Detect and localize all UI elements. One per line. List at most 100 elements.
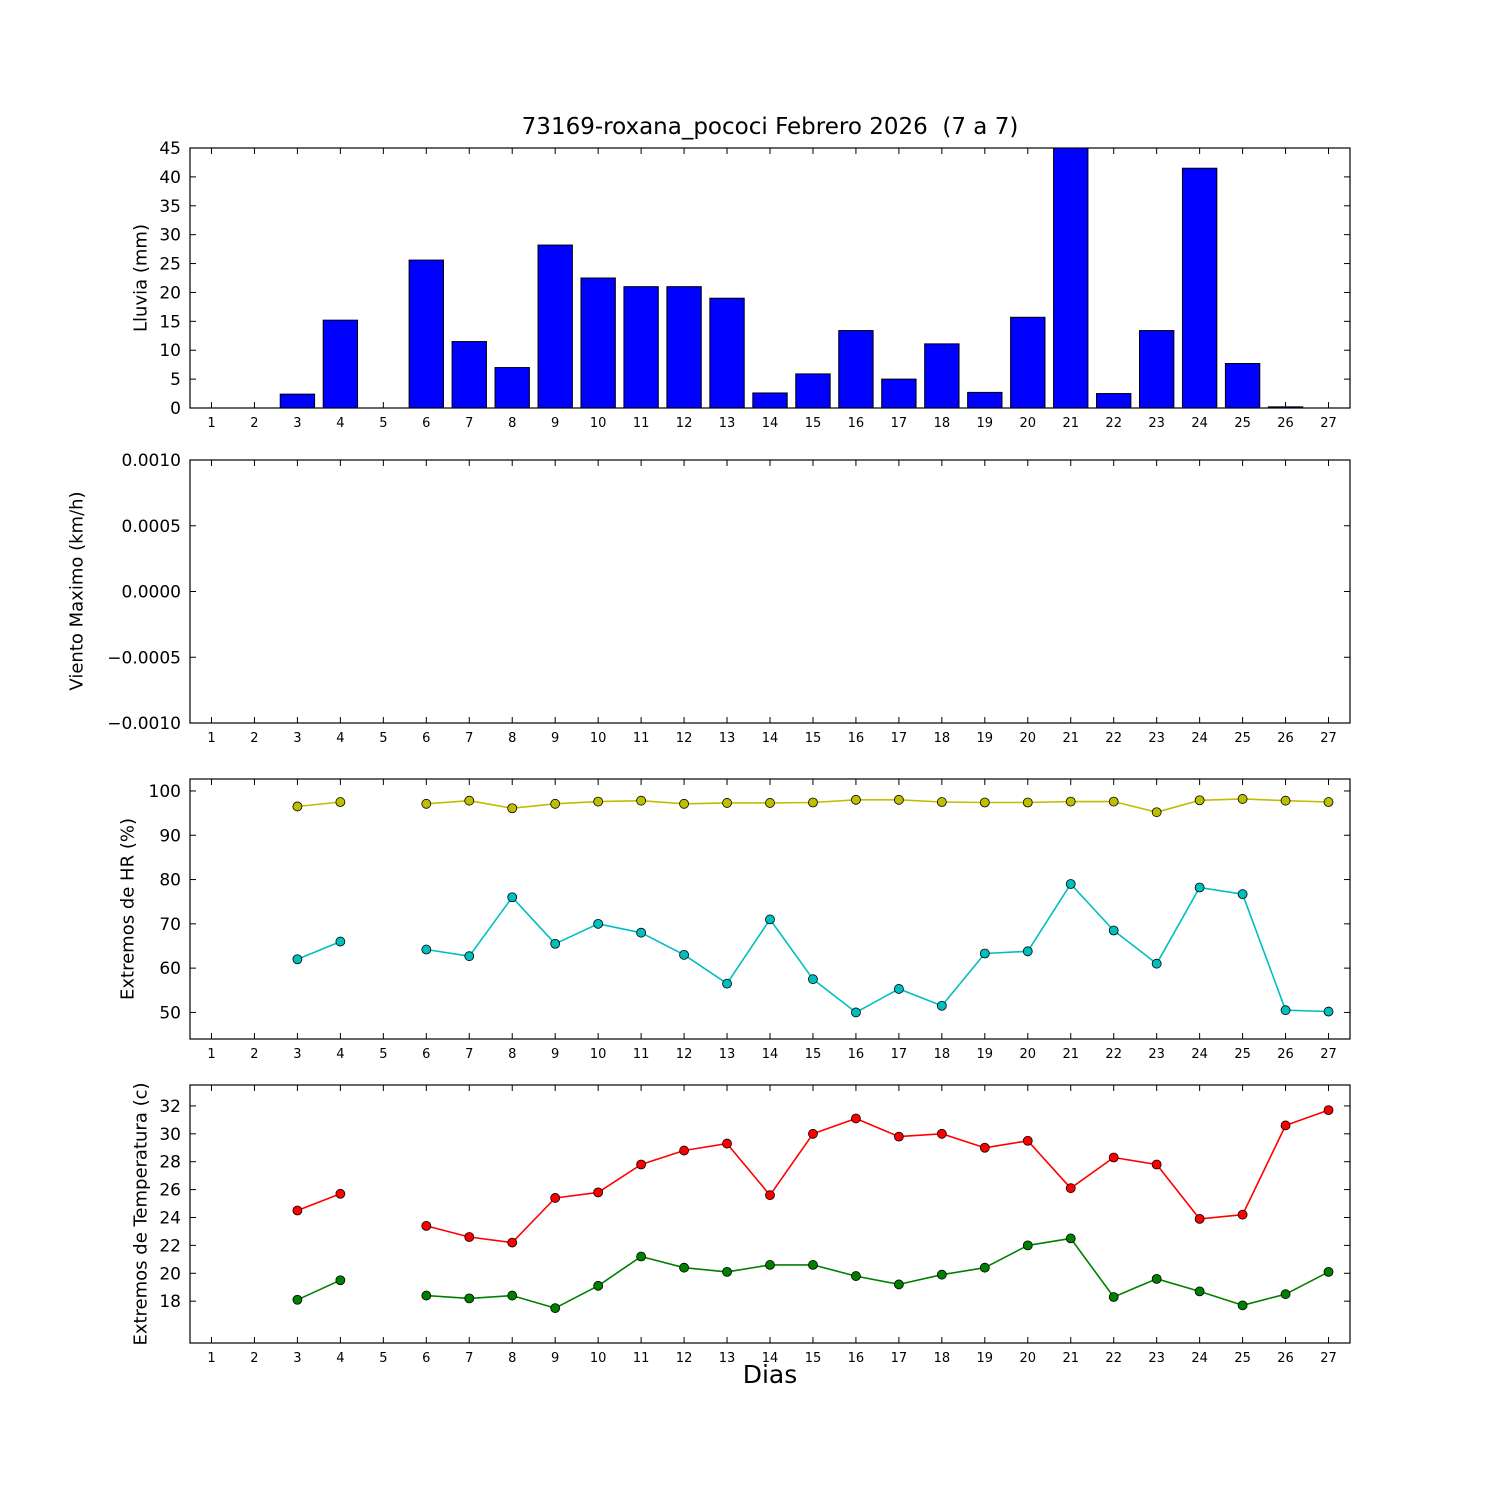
x-tick-label: 2 [250,1047,258,1062]
y-tick-label: 10 [159,341,181,361]
x-tick-label: 5 [379,1047,387,1062]
x-tick-label: 5 [379,416,387,431]
x-tick-label: 22 [1105,1351,1122,1366]
series-marker-temp-max [979,1142,990,1153]
x-axis-label: Dias [742,1360,798,1389]
x-tick-label: 23 [1148,1047,1165,1062]
series-marker-temp-max [507,1237,518,1248]
x-tick-label: 12 [676,416,693,431]
y-tick-label: 24 [159,1208,181,1228]
y-tick-label: 35 [159,197,181,217]
x-tick-label: 13 [719,416,736,431]
y-tick-label: 45 [159,139,181,159]
x-tick-label: 26 [1277,731,1294,746]
x-tick-label: 25 [1234,1351,1251,1366]
bar-day-9 [537,244,573,409]
x-tick-label: 5 [379,731,387,746]
x-tick-label: 27 [1320,416,1337,431]
bar-day-20 [1010,316,1046,409]
x-tick-label: 8 [508,731,516,746]
x-tick-label: 3 [293,1047,301,1062]
series-marker-temp-min [550,1303,561,1314]
x-tick-label: 19 [977,731,994,746]
series-marker-hr-max [1065,796,1076,807]
series-marker-temp-max [1065,1183,1076,1194]
series-marker-temp-max [550,1193,561,1203]
series-marker-hr-max [1323,797,1334,807]
x-tick-label: 4 [336,731,344,746]
series-marker-hr-max [1022,797,1033,808]
series-marker-hr-max [593,796,604,807]
series-marker-temp-max [1280,1120,1291,1131]
y-tick-label: 20 [159,1264,181,1284]
figure-title: 73169-roxana_pococi Febrero 2026 (7 a 7) [521,114,1019,140]
x-tick-label: 19 [977,1351,994,1366]
series-marker-temp-min [507,1290,518,1301]
bar-day-7 [451,341,487,409]
series-marker-hr-max [1237,794,1248,804]
series-marker-temp-max [1108,1152,1119,1163]
x-tick-label: 24 [1191,416,1208,431]
y-tick-label: 40 [159,168,181,188]
y-tick-label: 30 [159,1125,181,1145]
series-marker-hr-min [808,974,818,985]
x-tick-label: 8 [508,1351,516,1366]
x-tick-label: 1 [207,1351,215,1366]
x-tick-label: 22 [1105,1047,1122,1062]
plot-frame [189,778,1351,1040]
x-tick-label: 19 [977,1047,994,1062]
x-tick-label: 4 [336,1047,344,1062]
y-tick-label: −0.0005 [107,648,181,668]
x-tick-label: 9 [551,416,559,431]
series-marker-temp-min [636,1251,647,1262]
x-tick-label: 13 [719,731,736,746]
x-tick-label: 9 [551,1351,559,1366]
series-marker-temp-max [1323,1105,1334,1116]
x-tick-label: 10 [590,1351,607,1366]
bar-day-15 [795,373,831,409]
series-marker-hr-min [765,914,775,925]
series-marker-hr-max [335,797,346,807]
x-tick-label: 18 [934,1047,951,1062]
y-tick-label: 5 [170,370,181,390]
series-marker-hr-min [979,948,990,959]
x-tick-label: 8 [508,1047,516,1062]
x-tick-label: 10 [590,731,607,746]
y-tick-label: 90 [159,826,181,846]
bar-day-25 [1224,363,1261,409]
x-tick-label: 2 [250,731,258,746]
bar-day-12 [666,286,702,409]
series-marker-hr-max [421,798,432,809]
x-tick-label: 15 [805,416,822,431]
series-marker-hr-max [893,794,904,805]
series-marker-temp-min [936,1269,947,1280]
x-tick-label: 18 [934,1351,951,1366]
x-tick-label: 26 [1277,1351,1294,1366]
series-marker-temp-max [1151,1159,1162,1170]
x-tick-label: 1 [207,416,215,431]
series-marker-hr-min [1065,879,1076,889]
series-marker-temp-min [335,1275,346,1286]
series-marker-temp-min [1280,1289,1291,1300]
series-marker-hr-min [1237,889,1248,900]
series-marker-temp-max [292,1205,303,1216]
x-tick-label: 17 [891,416,908,431]
series-marker-temp-min [808,1260,818,1270]
y-tick-label: −0.0010 [107,714,181,734]
series-marker-hr-min [550,938,561,949]
x-tick-label: 6 [422,731,430,746]
series-marker-hr-min [1022,946,1033,957]
plot-background [190,460,1350,723]
series-marker-hr-min [851,1007,861,1018]
x-tick-label: 20 [1020,1047,1037,1062]
plot-frame [189,1084,1351,1344]
x-tick-label: 24 [1191,1047,1208,1062]
y-tick-label: 100 [149,782,181,802]
series-marker-hr-max [851,794,861,805]
x-tick-label: 10 [590,1047,607,1062]
bar-day-23 [1138,330,1175,409]
series-marker-temp-min [765,1260,775,1270]
series-marker-temp-min [1194,1286,1205,1297]
x-tick-label: 12 [676,731,693,746]
